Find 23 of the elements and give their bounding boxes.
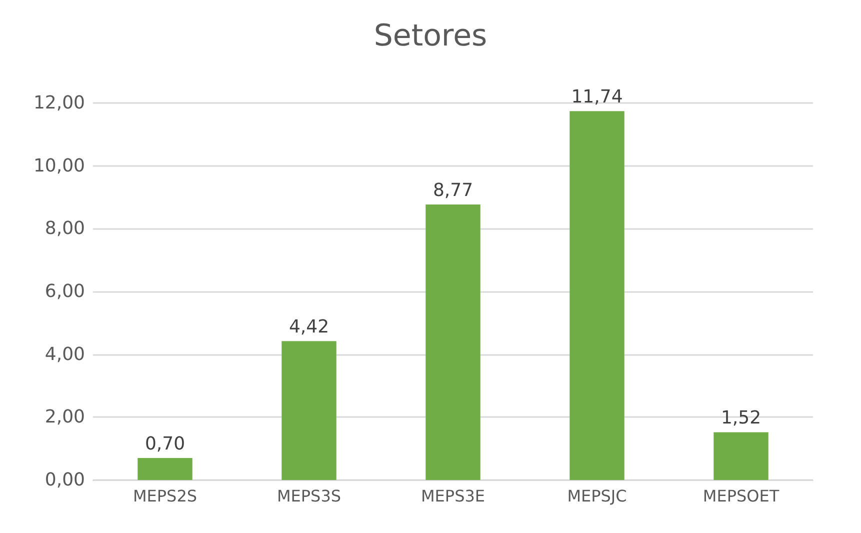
y-tick-label: 0,00: [44, 470, 85, 490]
y-tick-label: 12,00: [33, 92, 85, 114]
y-tick-label: 6,00: [44, 281, 85, 302]
x-tick-label: MEPS2S: [132, 486, 198, 506]
bar: [282, 341, 336, 480]
x-tick-label: MEPSOET: [702, 486, 780, 506]
data-label: 11,74: [571, 86, 623, 108]
x-tick-label: MEPS3E: [420, 486, 486, 506]
data-label: 4,42: [288, 316, 330, 338]
bar: [714, 432, 768, 480]
x-tick-label: MEPSJC: [567, 486, 627, 506]
y-tick-label: 4,00: [44, 344, 85, 365]
y-tick-label: 10,00: [33, 155, 85, 176]
y-tick-label: 8,00: [44, 218, 85, 240]
data-label: 0,70: [144, 434, 186, 455]
bar: [570, 111, 624, 480]
chart-title: Setores: [374, 18, 488, 54]
data-label: 8,77: [432, 180, 474, 201]
y-tick-label: 2,00: [44, 406, 85, 428]
bar: [426, 204, 480, 480]
data-label: 1,52: [720, 408, 762, 429]
x-tick-label: MEPS3S: [276, 486, 342, 506]
bar: [138, 458, 192, 480]
